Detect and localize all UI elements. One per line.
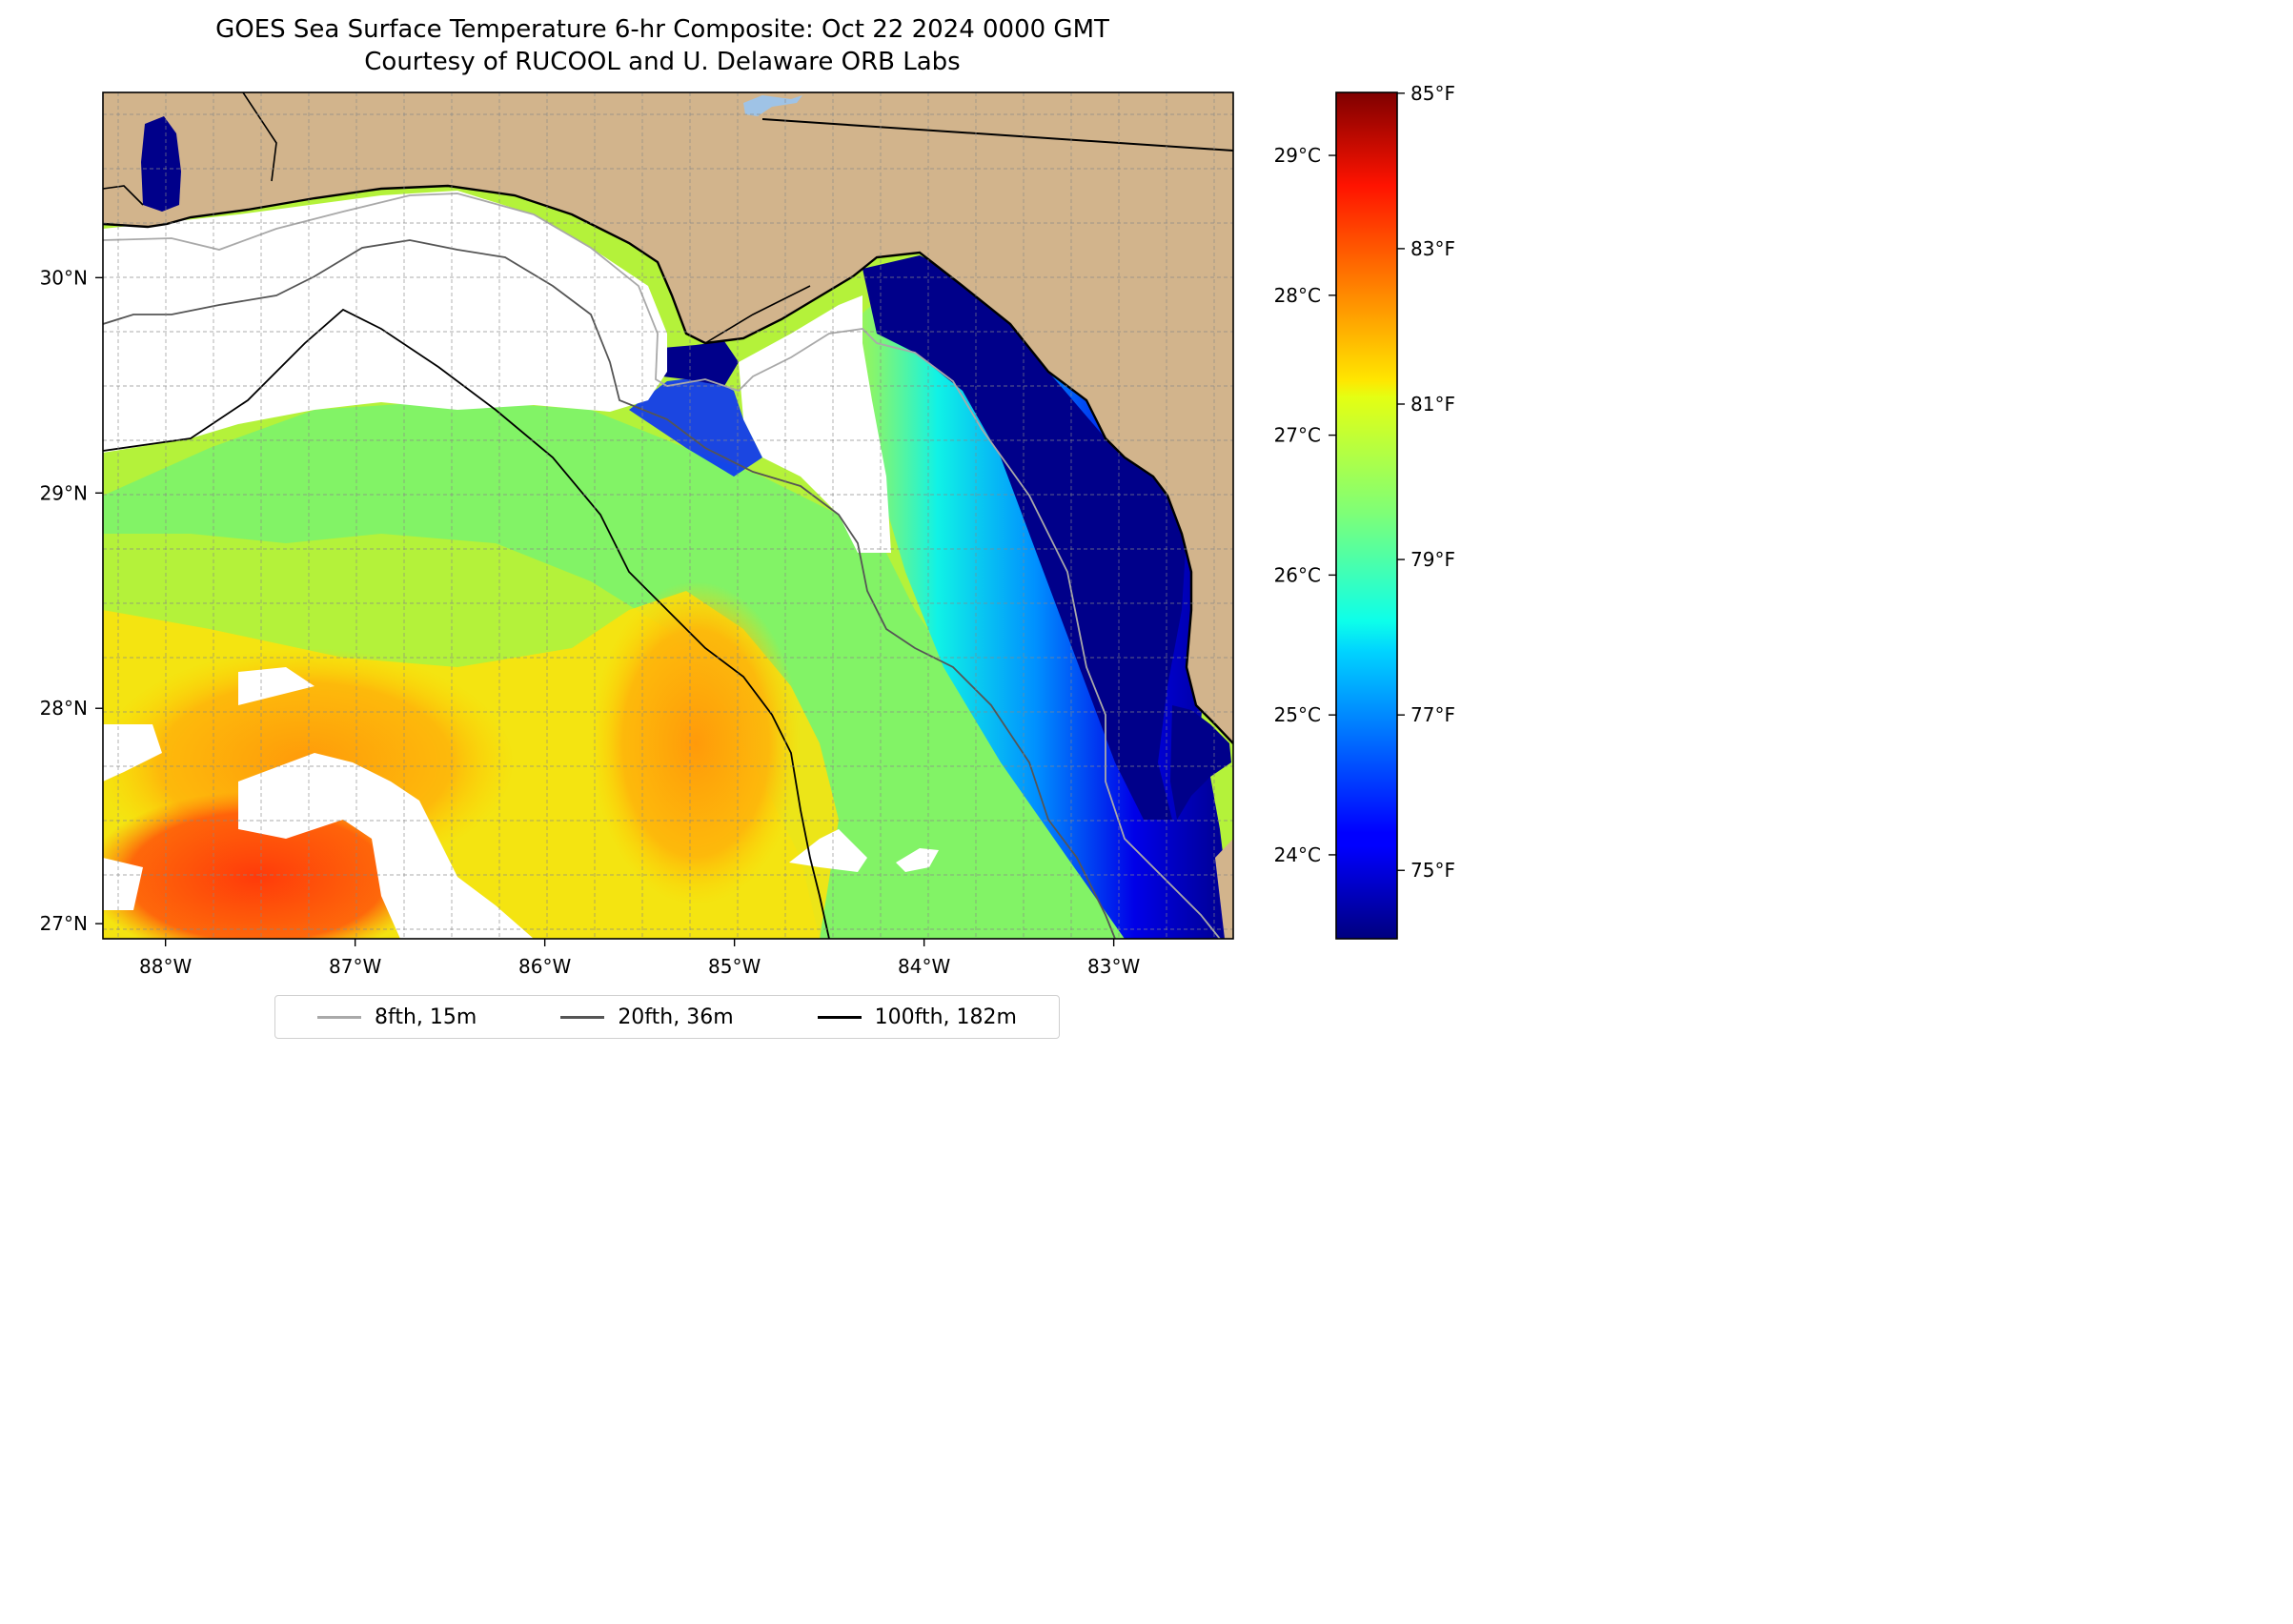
coastline (103, 184, 1233, 744)
cloud-mask-bigbend (739, 295, 891, 553)
lat-tick-label: 30°N (40, 266, 88, 289)
map-panel (103, 92, 1233, 939)
legend-swatch-8fth (316, 1015, 361, 1019)
chart-title: GOES Sea Surface Temperature 6-hr Compos… (0, 13, 1325, 78)
title-line-2: Courtesy of RUCOOL and U. Delaware ORB L… (364, 48, 961, 76)
cloud-mask-southwest (103, 724, 162, 782)
legend-item-100fth: 100fth, 182m (817, 1005, 1017, 1029)
fahrenheit-tick-label: 79°F (1410, 548, 1455, 571)
isobath-8fth-15m (103, 193, 1221, 939)
lon-tick-label: 85°W (708, 955, 761, 978)
cloud-mask-south-a (238, 667, 315, 705)
legend-item-8fth: 8fth, 15m (316, 1005, 477, 1029)
land-north-coast (103, 92, 1233, 743)
fahrenheit-tick-label: 77°F (1410, 703, 1455, 726)
map-frame (102, 91, 1234, 940)
sst-map-figure: 88°W 87°W 86°W 85°W 84°W 83°W 27°N 28°N 29°N 30°… (40, 82, 1455, 978)
sst-choctaw-cold (662, 341, 739, 386)
sst-apalachicola-cool (629, 376, 762, 477)
lon-tick-label: 87°W (329, 955, 381, 978)
celsius-tick-label: 27°C (1274, 424, 1321, 447)
latitude-axis: 27°N 28°N 29°N 30°N (40, 266, 103, 935)
lon-tick-label: 86°W (518, 955, 571, 978)
celsius-tick-label: 26°C (1274, 563, 1321, 586)
fahrenheit-tick-label: 81°F (1410, 393, 1455, 416)
sst-nearshore-cold (862, 255, 1187, 820)
legend-swatch-100fth (817, 1015, 862, 1019)
isobath-20fth-36m (103, 239, 1116, 939)
legend-swatch-20fth (560, 1015, 605, 1019)
colorbar (1335, 91, 1398, 940)
fahrenheit-tick-label: 75°F (1410, 859, 1455, 882)
sst-tampa-bay-cold (1170, 705, 1231, 820)
lat-tick-label: 27°N (40, 912, 88, 935)
fahrenheit-tick-label: 85°F (1410, 82, 1455, 105)
sst-hot-core (103, 791, 429, 939)
legend-item-20fth: 20fth, 36m (560, 1005, 734, 1029)
longitude-axis: 88°W 87°W 86°W 85°W 84°W 83°W (139, 939, 1140, 978)
celsius-tick-label: 24°C (1274, 843, 1321, 866)
cloud-mask-south-b (238, 753, 534, 939)
land-se-corner (1215, 839, 1233, 939)
colorbar-celsius-axis: 24°C 25°C 26°C 27°C 28°C 29°C (1274, 144, 1336, 866)
legend-label-8fth: 8fth, 15m (374, 1005, 477, 1029)
cloud-mask-south-c (103, 858, 143, 910)
cloud-mask-south-d (789, 829, 867, 872)
isobath-100fth-182m (103, 308, 830, 939)
lat-tick-label: 29°N (40, 481, 88, 504)
sst-green-band (103, 400, 1182, 939)
sst-warm-core-east (591, 581, 801, 905)
cloud-mask-north (103, 191, 667, 453)
lon-tick-label: 84°W (898, 955, 950, 978)
isobath-legend: 8fth, 15m 20fth, 36m 100fth, 182m (274, 995, 1060, 1039)
lon-tick-label: 83°W (1087, 955, 1140, 978)
lake-seminole (743, 95, 802, 116)
state-boundary (761, 118, 1233, 152)
celsius-tick-label: 25°C (1274, 703, 1321, 726)
lon-gridlines (117, 92, 1215, 939)
legend-label-100fth: 100fth, 182m (874, 1005, 1017, 1029)
celsius-tick-label: 28°C (1274, 284, 1321, 307)
legend-label-20fth: 20fth, 36m (618, 1005, 734, 1029)
lon-tick-label: 88°W (139, 955, 192, 978)
fahrenheit-tick-label: 83°F (1410, 237, 1455, 260)
lat-gridlines (103, 113, 1233, 930)
colorbar-fahrenheit-axis: 75°F 77°F 79°F 81°F 83°F 85°F (1397, 82, 1455, 882)
title-line-1: GOES Sea Surface Temperature 6-hr Compos… (215, 15, 1109, 44)
land-mobile-bay-cut (141, 116, 181, 212)
celsius-tick-label: 29°C (1274, 144, 1321, 167)
lat-tick-label: 28°N (40, 697, 88, 720)
